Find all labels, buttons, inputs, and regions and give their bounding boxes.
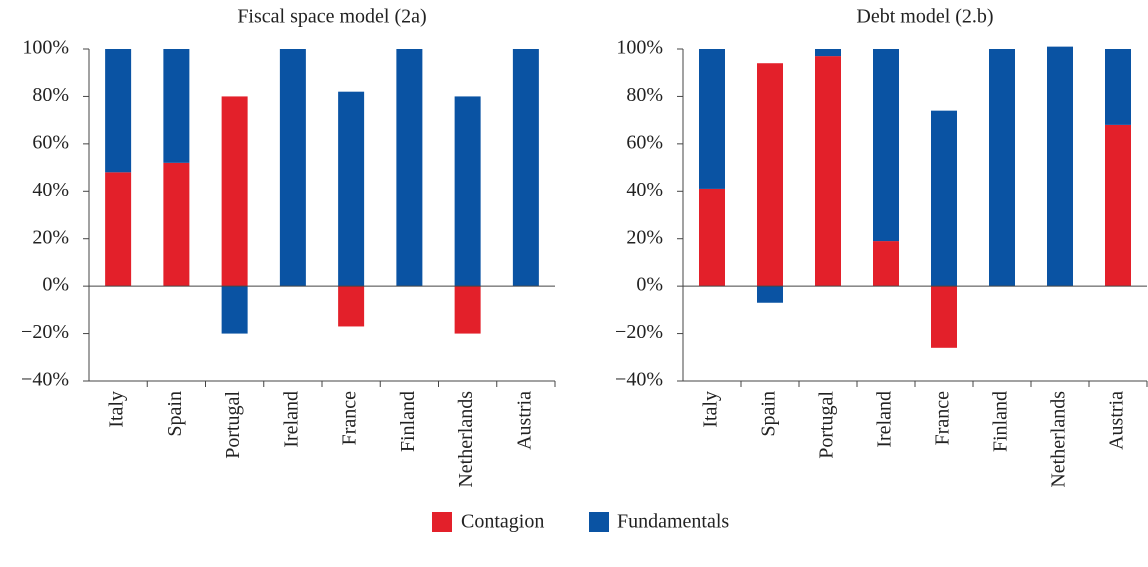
y-tick-label: 20% [626, 226, 663, 248]
legend-label: Contagion [461, 511, 544, 533]
bar [396, 49, 423, 287]
x-tick-label: Italy [700, 391, 722, 428]
legend-swatch [589, 512, 609, 532]
chart-title: Fiscal space model (2a) [237, 6, 426, 28]
y-tick-label: 100% [616, 37, 663, 59]
bar [512, 49, 539, 287]
bar [931, 286, 957, 348]
bar [163, 49, 190, 163]
bar [699, 188, 725, 287]
bar [221, 96, 248, 287]
bar [105, 49, 132, 173]
y-tick-label: −40% [615, 369, 663, 391]
bar [454, 96, 481, 287]
bar [338, 91, 365, 287]
chart-title: Debt model (2.b) [856, 6, 993, 28]
bar [699, 49, 725, 189]
x-tick-label: Finland [397, 391, 419, 452]
bar [1105, 124, 1131, 287]
y-tick-label: −20% [21, 321, 69, 343]
bar [873, 49, 899, 242]
bar [757, 63, 783, 287]
bar [989, 49, 1015, 287]
y-tick-label: 60% [32, 131, 69, 153]
bar [931, 110, 957, 287]
x-tick-label: Spain [164, 391, 186, 437]
y-tick-label: 0% [42, 274, 69, 296]
y-tick-label: 20% [32, 226, 69, 248]
bar [338, 286, 365, 327]
y-tick-label: 80% [32, 84, 69, 106]
y-tick-label: 60% [626, 131, 663, 153]
bar [105, 172, 132, 287]
x-tick-label: Italy [106, 391, 128, 428]
bar [1105, 49, 1131, 125]
bar [163, 162, 190, 287]
bar [815, 49, 841, 57]
x-tick-label: Finland [990, 391, 1012, 452]
x-tick-label: Ireland [874, 391, 896, 448]
legend-swatch [432, 512, 452, 532]
bar [815, 56, 841, 287]
y-tick-label: 40% [32, 179, 69, 201]
x-tick-label: Ireland [280, 391, 302, 448]
bar [873, 241, 899, 287]
bar [454, 286, 481, 334]
y-tick-label: 100% [22, 37, 69, 59]
x-tick-label: Spain [758, 391, 780, 437]
bar [221, 286, 248, 334]
bar [279, 49, 306, 287]
bar [757, 286, 783, 303]
x-tick-label: France [932, 391, 954, 446]
y-tick-label: 80% [626, 84, 663, 106]
x-tick-label: Portugal [816, 391, 838, 459]
y-tick-label: 0% [636, 274, 663, 296]
legend-label: Fundamentals [617, 511, 729, 533]
x-tick-label: Netherlands [455, 391, 477, 488]
y-tick-label: 40% [626, 179, 663, 201]
x-tick-label: Austria [1106, 391, 1128, 450]
x-tick-label: Netherlands [1048, 391, 1070, 488]
y-tick-label: −20% [615, 321, 663, 343]
x-tick-label: Austria [513, 391, 535, 450]
x-tick-label: Portugal [222, 391, 244, 459]
y-tick-label: −40% [21, 369, 69, 391]
bar [1047, 46, 1073, 287]
x-tick-label: France [339, 391, 361, 446]
